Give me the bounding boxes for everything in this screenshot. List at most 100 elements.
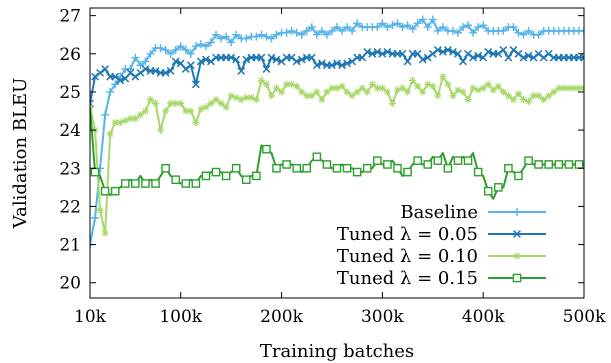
data-point-baseline <box>524 26 533 35</box>
data-point-tuned-lambda-0-05 <box>333 59 341 68</box>
legend-marker <box>513 230 521 238</box>
data-point-tuned-lambda-0-10 <box>575 84 583 92</box>
data-point-tuned-lambda-0-05 <box>459 57 467 66</box>
data-point-tuned-lambda-0-05 <box>297 55 306 64</box>
legend-label: Baseline <box>400 202 478 223</box>
data-point-baseline <box>393 19 402 28</box>
data-point-tuned-lambda-0-05 <box>181 65 190 73</box>
data-point-baseline <box>267 34 276 43</box>
data-point-tuned-lambda-0-10 <box>545 92 553 100</box>
series-baseline <box>90 15 584 256</box>
x-tick-label: 100k <box>159 307 202 327</box>
data-point-baseline <box>428 15 437 24</box>
data-point-tuned-lambda-0-05 <box>363 47 372 56</box>
data-point-tuned-lambda-0-05 <box>277 57 286 66</box>
legend-label: Tuned λ = 0.15 <box>337 268 478 289</box>
data-point-tuned-lambda-0-15 <box>100 186 110 196</box>
data-point-tuned-lambda-0-15 <box>221 171 231 181</box>
series-tuned-lambda-0-10 <box>90 73 584 237</box>
data-point-tuned-lambda-0-10 <box>242 94 250 102</box>
series-line-tuned-lambda-0-15 <box>90 107 584 200</box>
data-point-tuned-lambda-0-15 <box>252 171 261 181</box>
data-point-tuned-lambda-0-10 <box>550 88 558 96</box>
data-point-tuned-lambda-0-15 <box>564 160 574 169</box>
data-point-baseline <box>408 24 417 33</box>
x-tick-label: 400k <box>462 307 505 327</box>
data-point-tuned-lambda-0-05 <box>464 49 472 58</box>
data-point-baseline <box>176 42 185 51</box>
y-tick-label: 23 <box>59 159 81 179</box>
data-point-tuned-lambda-0-10 <box>469 84 477 92</box>
data-point-tuned-lambda-0-10 <box>288 80 296 88</box>
data-point-baseline <box>388 21 397 30</box>
data-point-tuned-lambda-0-05 <box>171 57 180 66</box>
x-axis-label: Training batches <box>260 341 414 362</box>
data-point-tuned-lambda-0-05 <box>529 53 538 62</box>
data-point-tuned-lambda-0-05 <box>161 68 170 77</box>
data-point-baseline <box>474 23 483 32</box>
data-point-tuned-lambda-0-05 <box>398 49 407 58</box>
data-point-tuned-lambda-0-05 <box>307 53 316 62</box>
data-point-tuned-lambda-0-05 <box>494 49 503 58</box>
data-point-tuned-lambda-0-05 <box>141 65 150 73</box>
data-point-tuned-lambda-0-10 <box>429 82 437 90</box>
data-point-tuned-lambda-0-15 <box>524 156 533 165</box>
data-point-tuned-lambda-0-05 <box>514 49 523 58</box>
data-point-tuned-lambda-0-05 <box>474 51 483 60</box>
data-point-tuned-lambda-0-10 <box>565 84 573 92</box>
data-point-tuned-lambda-0-15 <box>262 144 271 154</box>
data-point-baseline <box>257 30 266 39</box>
data-point-baseline <box>287 26 296 35</box>
data-point-tuned-lambda-0-10 <box>555 84 563 92</box>
data-point-tuned-lambda-0-05 <box>101 65 110 73</box>
data-point-baseline <box>191 42 200 51</box>
data-point-tuned-lambda-0-05 <box>338 61 346 70</box>
data-point-tuned-lambda-0-05 <box>202 55 210 64</box>
data-point-tuned-lambda-0-15 <box>514 171 523 181</box>
data-point-tuned-lambda-0-05 <box>186 61 195 70</box>
data-point-tuned-lambda-0-10 <box>419 88 427 96</box>
data-point-baseline <box>378 19 387 28</box>
data-point-baseline <box>343 23 352 32</box>
data-point-tuned-lambda-0-05 <box>423 53 432 62</box>
data-point-baseline <box>438 23 447 32</box>
data-point-tuned-lambda-0-10 <box>398 84 407 92</box>
data-point-tuned-lambda-0-15 <box>383 160 392 169</box>
series-line-tuned-lambda-0-10 <box>90 75 584 235</box>
data-point-tuned-lambda-0-05 <box>232 55 241 64</box>
legend-item-tuned-lambda-0-10: Tuned λ = 0.10 <box>337 246 546 267</box>
data-point-baseline <box>469 28 478 37</box>
data-point-tuned-lambda-0-15 <box>231 163 241 173</box>
data-point-tuned-lambda-0-05 <box>539 53 548 62</box>
data-point-baseline <box>171 45 180 54</box>
data-point-tuned-lambda-0-10 <box>101 229 109 237</box>
data-point-tuned-lambda-0-05 <box>237 67 246 75</box>
data-point-tuned-lambda-0-10 <box>323 88 331 96</box>
data-point-tuned-lambda-0-10 <box>388 99 397 107</box>
data-point-tuned-lambda-0-15 <box>403 167 412 177</box>
data-point-tuned-lambda-0-10 <box>197 105 205 113</box>
data-point-baseline <box>141 57 150 66</box>
data-point-tuned-lambda-0-05 <box>191 80 200 89</box>
data-point-baseline <box>499 26 508 35</box>
data-point-baseline <box>292 28 301 37</box>
data-point-tuned-lambda-0-05 <box>257 53 266 62</box>
data-point-tuned-lambda-0-15 <box>463 156 473 165</box>
data-point-baseline <box>327 26 336 35</box>
y-tick-label: 21 <box>59 236 81 256</box>
data-point-tuned-lambda-0-10 <box>479 84 487 92</box>
data-point-baseline <box>232 30 241 39</box>
data-point-tuned-lambda-0-05 <box>348 57 357 66</box>
data-point-tuned-lambda-0-10 <box>232 94 240 102</box>
data-point-tuned-lambda-0-15 <box>131 179 140 188</box>
data-point-tuned-lambda-0-10 <box>313 88 321 96</box>
data-point-tuned-lambda-0-05 <box>111 72 120 81</box>
data-point-tuned-lambda-0-10 <box>187 107 195 115</box>
data-point-tuned-lambda-0-10 <box>449 92 457 100</box>
x-tick-label: 10k <box>74 307 107 327</box>
data-point-baseline <box>418 15 427 24</box>
data-point-baseline <box>317 26 326 35</box>
y-tick-label: 20 <box>59 274 81 294</box>
data-point-baseline <box>338 26 347 35</box>
data-point-tuned-lambda-0-10 <box>252 95 260 104</box>
